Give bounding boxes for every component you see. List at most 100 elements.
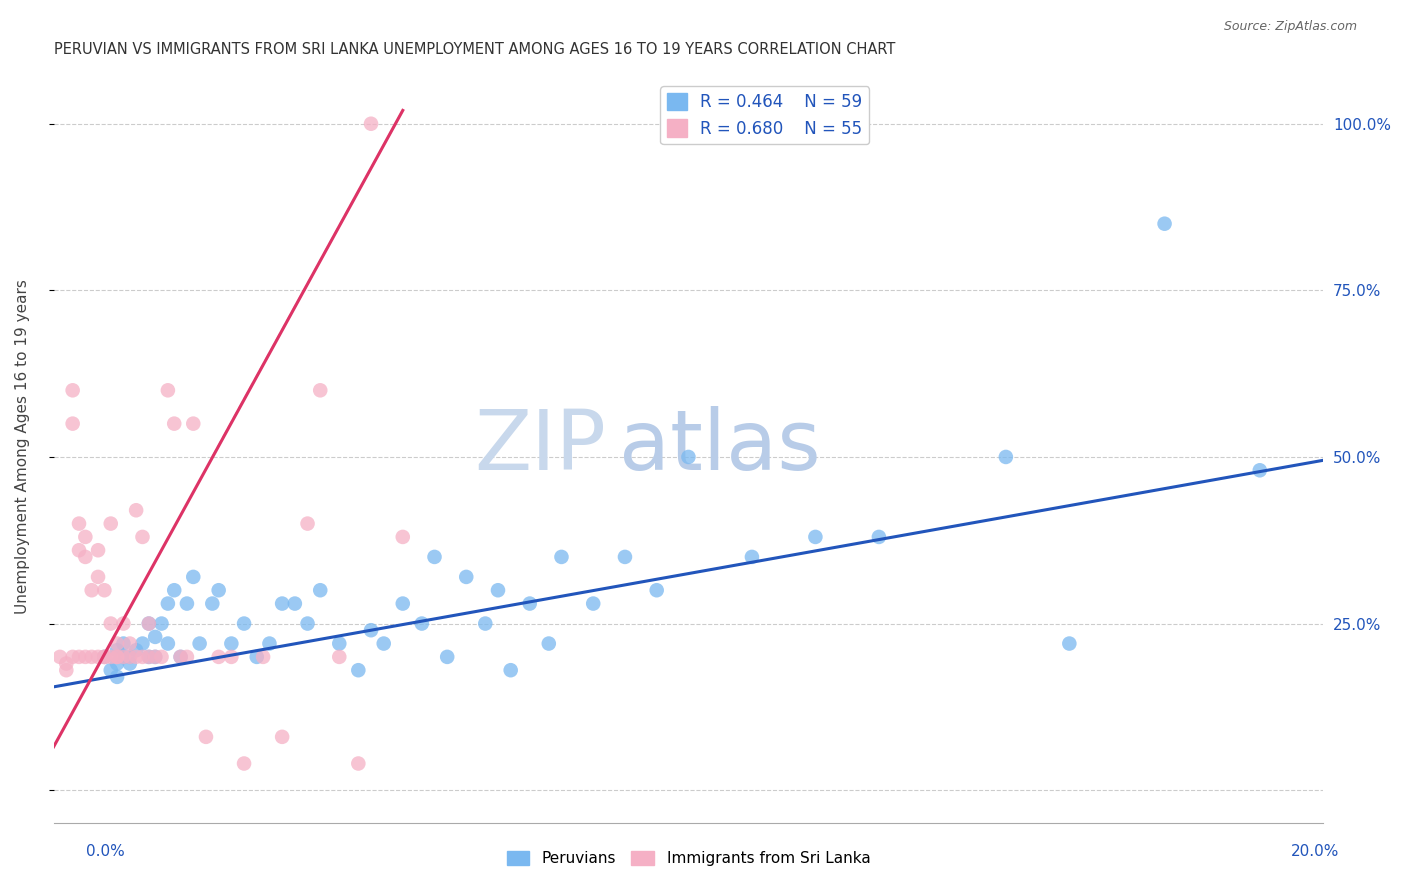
Point [181, 417, 204, 431]
Point [271, 730, 294, 744]
Legend: R = 0.464    N = 59, R = 0.680    N = 55: R = 0.464 N = 59, R = 0.680 N = 55 [661, 87, 869, 145]
Point [112, 616, 135, 631]
Point [176, 597, 198, 611]
Point [868, 530, 890, 544]
Point [87, 543, 110, 558]
Point [347, 663, 370, 677]
Text: 20.0%: 20.0% [1291, 845, 1339, 859]
Point [55, 663, 77, 677]
Text: Source: ZipAtlas.com: Source: ZipAtlas.com [1223, 20, 1357, 33]
Point [138, 616, 160, 631]
Point [436, 649, 458, 664]
Text: PERUVIAN VS IMMIGRANTS FROM SRI LANKA UNEMPLOYMENT AMONG AGES 16 TO 19 YEARS COR: PERUVIAN VS IMMIGRANTS FROM SRI LANKA UN… [53, 42, 896, 57]
Point [75, 549, 97, 564]
Point [994, 450, 1017, 464]
Point [474, 616, 496, 631]
Point [143, 630, 166, 644]
Point [208, 649, 231, 664]
Point [112, 649, 135, 664]
Point [100, 663, 122, 677]
Point [181, 570, 204, 584]
Point [131, 530, 153, 544]
Point [519, 597, 541, 611]
Point [75, 530, 97, 544]
Point [138, 616, 160, 631]
Point [1059, 636, 1081, 650]
Point [221, 649, 243, 664]
Point [100, 616, 122, 631]
Point [169, 649, 191, 664]
Point [125, 643, 148, 657]
Point [456, 570, 478, 584]
Point [252, 649, 274, 664]
Point [391, 530, 413, 544]
Point [93, 583, 115, 598]
Point [156, 384, 179, 398]
Point [131, 636, 153, 650]
Point [150, 649, 173, 664]
Point [138, 649, 160, 664]
Point [125, 649, 148, 664]
Point [112, 636, 135, 650]
Point [582, 597, 605, 611]
Point [537, 636, 560, 650]
Point [221, 636, 243, 650]
Point [62, 384, 84, 398]
Point [391, 597, 413, 611]
Point [156, 597, 179, 611]
Point [163, 583, 186, 598]
Point [297, 616, 319, 631]
Point [373, 636, 395, 650]
Point [284, 597, 307, 611]
Point [67, 516, 90, 531]
Point [360, 117, 382, 131]
Point [246, 649, 269, 664]
Text: atlas: atlas [619, 407, 820, 487]
Point [67, 543, 90, 558]
Point [105, 643, 128, 657]
Point [1153, 217, 1175, 231]
Point [93, 649, 115, 664]
Point [138, 649, 160, 664]
Point [118, 657, 141, 671]
Point [62, 649, 84, 664]
Text: ZIP: ZIP [474, 407, 606, 487]
Point [93, 649, 115, 664]
Point [169, 649, 191, 664]
Point [271, 597, 294, 611]
Point [105, 636, 128, 650]
Point [156, 636, 179, 650]
Point [131, 649, 153, 664]
Text: 0.0%: 0.0% [86, 845, 125, 859]
Point [499, 663, 522, 677]
Point [80, 583, 103, 598]
Point [188, 636, 211, 650]
Point [411, 616, 433, 631]
Point [75, 649, 97, 664]
Point [80, 649, 103, 664]
Point [93, 649, 115, 664]
Point [49, 649, 72, 664]
Point [804, 530, 827, 544]
Point [678, 450, 700, 464]
Point [201, 597, 224, 611]
Point [112, 649, 135, 664]
Point [741, 549, 763, 564]
Point [309, 384, 332, 398]
Point [118, 649, 141, 664]
Point [309, 583, 332, 598]
Point [62, 417, 84, 431]
Point [150, 616, 173, 631]
Point [105, 649, 128, 664]
Point [297, 516, 319, 531]
Point [347, 756, 370, 771]
Point [1249, 463, 1271, 477]
Point [100, 649, 122, 664]
Point [550, 549, 572, 564]
Point [423, 549, 446, 564]
Point [208, 583, 231, 598]
Point [328, 636, 350, 650]
Point [87, 570, 110, 584]
Point [143, 649, 166, 664]
Point [194, 730, 217, 744]
